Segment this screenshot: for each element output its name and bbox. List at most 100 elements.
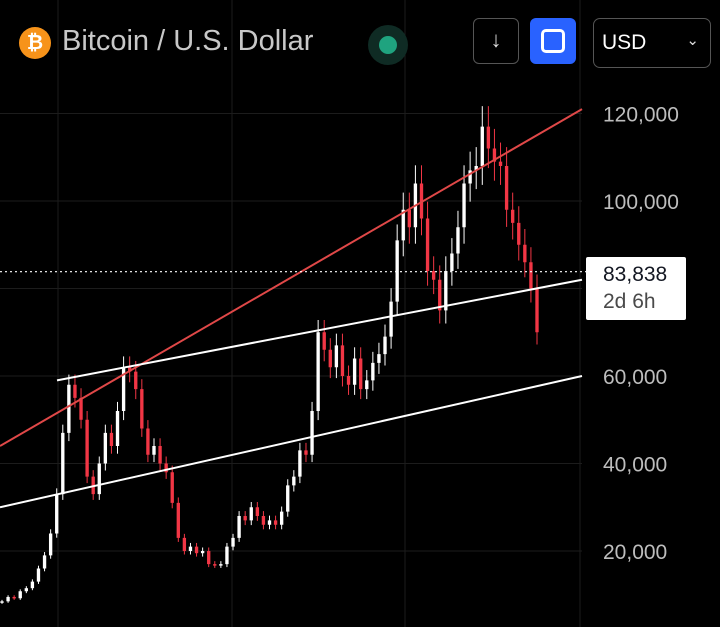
candle-body <box>237 516 241 538</box>
candle-body <box>134 371 138 390</box>
candle-body <box>12 596 16 599</box>
candle-body <box>328 349 332 368</box>
resistance-trendline <box>0 108 583 447</box>
candle-body <box>146 428 150 455</box>
candle-body <box>438 279 442 311</box>
candle-body <box>115 411 120 446</box>
candle-body <box>67 384 71 433</box>
candle-body <box>164 463 168 473</box>
market-status-dot-icon <box>368 25 408 65</box>
candle-body <box>498 161 503 166</box>
candle-body <box>225 546 229 565</box>
fullscreen-icon <box>541 29 565 53</box>
candle-body <box>249 507 253 521</box>
candle-body <box>492 148 497 162</box>
candle-body <box>286 485 290 512</box>
candle-body <box>365 380 369 390</box>
candle-body <box>194 546 199 554</box>
candle-body <box>407 209 412 228</box>
candle-body <box>279 511 284 525</box>
candle-body <box>188 546 193 551</box>
candle-body <box>377 354 381 363</box>
candle-body <box>517 222 521 245</box>
candle-body <box>346 376 351 385</box>
candle-body <box>334 345 339 368</box>
candle-body <box>207 551 211 565</box>
candle-body <box>170 472 174 503</box>
candle-body <box>340 345 345 376</box>
candle-body <box>529 262 533 289</box>
candle-body <box>273 520 278 525</box>
chart-header: ₿ Bitcoin / U.S. Dollar ↓ USD ⌄ <box>0 0 720 80</box>
candle-body <box>395 240 399 302</box>
channel-lower-trendline <box>0 375 583 509</box>
candle-body <box>79 397 83 420</box>
candle-body <box>261 516 266 525</box>
candle-body <box>127 367 132 372</box>
candle-body <box>219 564 223 566</box>
candle-body <box>73 384 77 398</box>
candle-body <box>231 537 235 547</box>
candle-body <box>42 555 47 569</box>
chevron-down-icon: ⌄ <box>686 32 699 49</box>
candle-body <box>267 520 272 525</box>
candle-body <box>322 332 326 350</box>
candle-body <box>176 502 180 538</box>
candle-body <box>444 271 448 311</box>
candle-body <box>140 389 144 429</box>
candle-body <box>304 450 308 455</box>
candle-body <box>523 244 527 263</box>
y-tick-label: 120,000 <box>603 104 679 127</box>
y-tick-label: 20,000 <box>603 541 667 564</box>
candle-body <box>401 209 405 241</box>
candle-body <box>456 227 460 254</box>
candle-body <box>97 463 101 495</box>
candle-body <box>298 450 302 477</box>
candle-body <box>292 476 296 486</box>
candle-body <box>109 432 114 446</box>
candle-body <box>425 218 430 271</box>
candle-body <box>55 494 59 534</box>
candle-body <box>352 358 357 385</box>
fullscreen-button[interactable] <box>530 18 576 64</box>
candle-body <box>30 581 35 589</box>
symbol-title[interactable]: Bitcoin / U.S. Dollar <box>62 25 314 57</box>
currency-select[interactable]: USD ⌄ <box>593 18 711 68</box>
candle-body <box>61 432 65 495</box>
candle-time-left: 2d 6h <box>603 290 656 313</box>
current-price-label: 83,838 2d 6h <box>586 257 686 320</box>
y-tick-label: 40,000 <box>603 454 667 477</box>
candle-body <box>213 564 217 566</box>
candle-body <box>371 362 375 381</box>
currency-value: USD <box>602 31 647 54</box>
candle-body <box>504 166 509 210</box>
candle-body <box>359 358 363 390</box>
candle-body <box>450 253 454 271</box>
candle-body <box>121 367 126 411</box>
y-tick-label: 100,000 <box>603 191 679 214</box>
candle-body <box>389 301 393 337</box>
candle-body <box>468 170 472 184</box>
candle-body <box>24 588 28 592</box>
candle-body <box>383 336 387 355</box>
candle-body <box>511 209 515 223</box>
candle-body <box>6 596 10 602</box>
candle-body <box>486 126 491 149</box>
arrow-down-icon: ↓ <box>490 27 502 52</box>
bitcoin-icon: ₿ <box>19 27 51 59</box>
candle-body <box>48 533 53 556</box>
scroll-to-latest-button[interactable]: ↓ <box>473 18 519 64</box>
candle-body <box>103 432 108 464</box>
candle-body <box>474 166 478 171</box>
current-price: 83,838 <box>603 263 668 286</box>
candle-body <box>462 183 466 228</box>
candle-body <box>85 419 89 477</box>
candle-body <box>158 446 162 464</box>
candle-body <box>535 288 539 333</box>
candle-body <box>0 601 4 603</box>
candle-body <box>200 551 205 554</box>
candle-body <box>152 446 156 455</box>
candle-body <box>310 411 314 455</box>
y-tick-label: 60,000 <box>603 366 667 389</box>
